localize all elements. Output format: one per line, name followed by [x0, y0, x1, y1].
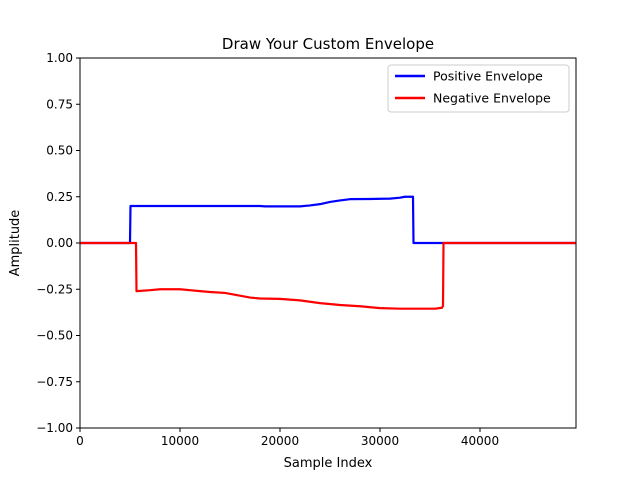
y-axis-ticks: −1.00 −0.75 −0.50 −0.25 0.00 0.25 0.50 0.75 1.00 [36, 51, 80, 435]
x-axis-ticks: 0 10000 20000 30000 40000 [76, 428, 499, 448]
y-tick-label: −1.00 [36, 421, 73, 435]
y-tick-label: 1.00 [46, 51, 73, 65]
y-tick-label: 0.00 [46, 236, 73, 250]
legend-label-negative: Negative Envelope [433, 91, 551, 106]
y-tick-label: −0.50 [36, 329, 73, 343]
y-tick-label: 0.25 [46, 190, 73, 204]
y-tick-label: −0.25 [36, 282, 73, 296]
chart-title: Draw Your Custom Envelope [222, 35, 434, 53]
x-tick-label: 0 [76, 434, 84, 448]
legend-box [387, 64, 570, 113]
series-line-negative-envelope [80, 241, 576, 310]
x-tick-label: 30000 [361, 434, 399, 448]
x-tick-label: 10000 [161, 434, 199, 448]
x-axis-label: Sample Index [284, 456, 373, 471]
x-tick-label: 40000 [461, 434, 499, 448]
y-tick-label: 0.75 [46, 97, 73, 111]
y-axis-label: Amplitude [8, 210, 23, 277]
y-tick-label: 0.50 [46, 144, 73, 158]
x-tick-label: 20000 [261, 434, 299, 448]
y-tick-label: −0.75 [36, 375, 73, 389]
series-line-positive-envelope [80, 195, 576, 245]
series-layer [80, 195, 576, 310]
legend: Positive Envelope Negative Envelope [387, 64, 570, 113]
legend-label-positive: Positive Envelope [433, 69, 543, 84]
